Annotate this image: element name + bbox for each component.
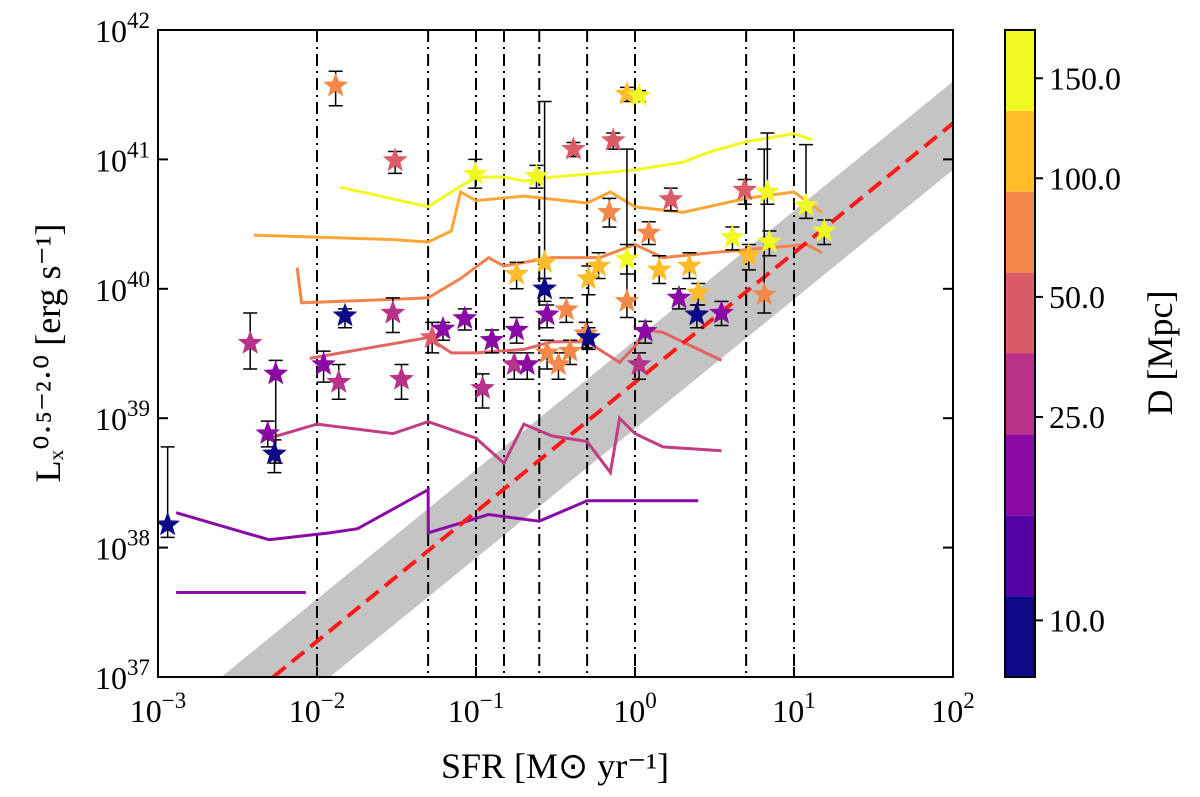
x-tick-label: 100 [613, 688, 657, 729]
star-point [504, 317, 529, 341]
colorbar-segment [1005, 30, 1035, 111]
colorbar-tick-label: 50.0 [1049, 279, 1105, 315]
y-axis-label: Lₓ⁰·⁵⁻²·⁰ [erg s⁻¹] [28, 224, 68, 483]
x-axis-label: SFR [M⊙ yr⁻¹] [441, 746, 669, 786]
star-point [380, 300, 406, 324]
colorbar-segment [1005, 272, 1035, 354]
limit-line [253, 189, 823, 244]
star-point [532, 275, 557, 300]
star-point [632, 318, 658, 342]
star-point [452, 305, 478, 329]
star-point [636, 220, 662, 244]
colorbar-tick-label: 100.0 [1049, 160, 1121, 196]
colorbar-frame [1004, 29, 1036, 678]
star-point [811, 217, 837, 242]
star-point [614, 81, 640, 105]
star-point [524, 163, 549, 187]
colorbar-segment [1005, 515, 1035, 597]
star-point [751, 281, 777, 306]
star-point [685, 279, 711, 304]
star-point [158, 511, 180, 536]
star-point [614, 288, 640, 312]
star-point [514, 351, 540, 375]
star-point [462, 161, 488, 185]
star-point [732, 177, 758, 201]
star-point [576, 324, 601, 349]
relation-line [271, 121, 953, 677]
star-point [757, 229, 782, 253]
star-point [586, 253, 611, 277]
axes-frame [157, 29, 954, 678]
colorbar-tick-label: 25.0 [1049, 399, 1105, 435]
star-point [470, 375, 495, 399]
star-point [546, 351, 571, 375]
star-point [600, 127, 626, 151]
star-point [534, 301, 560, 326]
limit-line [339, 132, 813, 209]
star-point [534, 339, 560, 364]
star-point [419, 324, 445, 349]
y-tick-label: 1041 [95, 137, 150, 178]
star-point [389, 366, 414, 390]
star-point [263, 360, 289, 385]
star-point [736, 242, 762, 267]
star-point [614, 246, 640, 270]
star-point [532, 249, 557, 273]
colorbar-segment [1005, 110, 1035, 192]
limit-line [268, 415, 722, 477]
star-point [666, 284, 692, 309]
star-point [576, 265, 601, 290]
y-tick-label: 1040 [95, 267, 150, 308]
star-point [709, 300, 734, 324]
y-tick-label: 1037 [95, 655, 150, 696]
star-point [755, 179, 780, 203]
star-point [561, 136, 586, 160]
star-point [255, 420, 281, 445]
star-point [626, 82, 652, 107]
limit-line [175, 487, 699, 542]
colorbar-label: D [Mpc] [1140, 291, 1180, 416]
y-tick-label: 1038 [95, 526, 150, 567]
x-tick-label: 10−3 [130, 688, 186, 729]
star-point [626, 351, 652, 375]
colorbar-tick-label: 10.0 [1049, 602, 1105, 638]
star-point [684, 301, 710, 326]
x-tick-label: 102 [931, 688, 975, 729]
star-point [332, 302, 358, 327]
star-point [720, 224, 745, 248]
star-point [479, 327, 505, 351]
x-tick-label: 101 [772, 688, 816, 729]
colorbar-segment [1005, 596, 1035, 677]
star-point [504, 261, 529, 285]
star-point [326, 369, 352, 393]
star-point [501, 351, 527, 375]
plot-area [158, 30, 953, 677]
x-tick-label: 10−2 [289, 688, 345, 729]
y-tick-label: 1042 [95, 8, 150, 49]
x-tick-label: 10−1 [448, 688, 504, 729]
colorbar-segment [1005, 434, 1035, 516]
star-point [382, 147, 408, 172]
star-point [597, 199, 622, 223]
colorbar-segment [1005, 191, 1035, 273]
star-point [557, 338, 583, 362]
star-point [677, 253, 702, 277]
star-point [323, 72, 348, 97]
star-point [430, 315, 456, 340]
star-point [262, 440, 287, 465]
star-point [237, 330, 263, 354]
star-point [311, 351, 336, 375]
y-tick-label: 1039 [95, 396, 150, 437]
colorbar-segment [1005, 353, 1035, 435]
star-point [646, 256, 672, 281]
colorbar-tick-label: 150.0 [1049, 60, 1121, 96]
star-point [793, 192, 819, 217]
star-point [554, 296, 579, 321]
star-point [658, 186, 684, 210]
